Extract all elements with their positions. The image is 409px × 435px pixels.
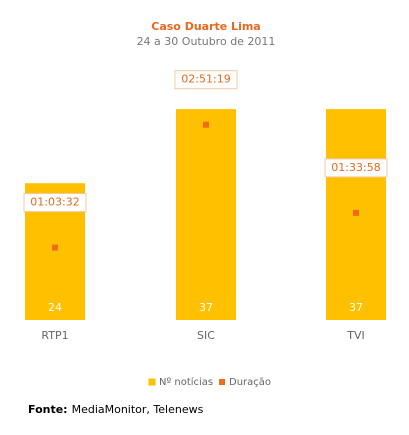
duration-marker <box>203 121 209 128</box>
bar <box>176 109 236 320</box>
source: Fonte: MediaMonitor, Telenews <box>28 403 204 416</box>
value-label: 24 <box>48 301 62 314</box>
x-tick-label: SIC <box>197 329 215 342</box>
legend-swatch <box>148 378 156 386</box>
chart-title: Caso Duarte Lima <box>151 20 260 33</box>
chart-subtitle: 24 a 30 Outubro de 2011 <box>137 35 276 48</box>
legend-label: Nº notícias <box>159 376 213 388</box>
x-tick-label: RTP1 <box>41 329 68 342</box>
value-label: 37 <box>199 301 213 314</box>
value-label-box <box>324 158 388 178</box>
legend-label: Duração <box>229 377 271 388</box>
value-label: 01:33:58 <box>331 161 380 174</box>
legend-swatch <box>219 379 225 385</box>
value-label-box <box>174 70 238 90</box>
value-label: 37 <box>349 301 363 314</box>
duration-marker <box>52 244 58 251</box>
value-label: 02:51:19 <box>181 73 230 86</box>
source-text: MediaMonitor, Telenews <box>72 403 204 416</box>
value-label-box <box>23 193 87 213</box>
duration-marker <box>353 209 359 216</box>
source-label: Fonte: <box>28 403 68 416</box>
x-tick-label: TVI <box>346 329 365 342</box>
value-label: 01:03:32 <box>30 196 79 209</box>
